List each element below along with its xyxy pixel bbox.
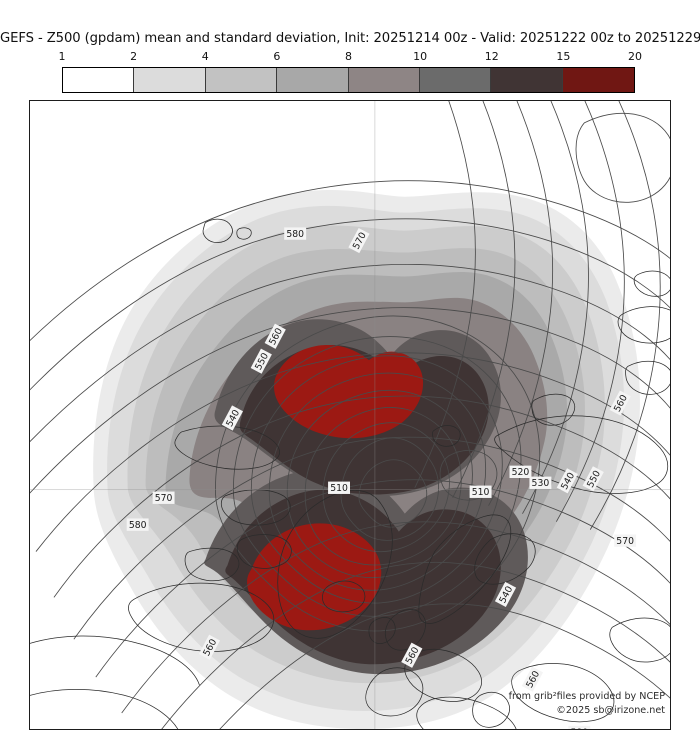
colorbar-tick-6: 6 xyxy=(273,50,281,63)
svg-text:570: 570 xyxy=(155,493,173,504)
stddev-max-north xyxy=(273,344,424,439)
credit-source: from grib²files provided by NCEP xyxy=(508,691,665,702)
contour-label: 510 xyxy=(469,485,492,498)
contour-label: 520 xyxy=(509,465,532,478)
colorbar-tick-4: 4 xyxy=(201,50,209,63)
colorbar: 1 2 4 6 8 10 12 15 20 xyxy=(0,50,700,93)
colorbar-segment-12 xyxy=(491,68,563,92)
svg-text:510: 510 xyxy=(330,483,348,494)
contour-label: 580 xyxy=(126,518,149,531)
contour-label: 580 xyxy=(284,227,307,240)
svg-text:570: 570 xyxy=(616,536,634,547)
svg-text:530: 530 xyxy=(532,478,550,489)
colorbar-ticks: 1 2 4 6 8 10 12 15 20 xyxy=(0,50,700,66)
colorbar-gradient xyxy=(62,67,635,93)
svg-text:580: 580 xyxy=(570,727,588,729)
coastlines xyxy=(30,218,670,729)
contour-label: 570 xyxy=(152,491,175,504)
contour-label: 570 xyxy=(614,534,637,547)
colorbar-segment-4 xyxy=(205,68,278,92)
colorbar-tick-12: 12 xyxy=(484,50,499,63)
colorbar-segment-8 xyxy=(348,68,420,92)
colorbar-segment-2 xyxy=(134,68,206,92)
credit-copyright: ©2025 sb@irizone.net xyxy=(556,705,665,716)
svg-text:580: 580 xyxy=(129,520,147,531)
colorbar-tick-20: 20 xyxy=(628,50,642,63)
svg-text:520: 520 xyxy=(512,467,530,478)
map-panel[interactable]: 510 510 520 530 540 550 550 560 540 540 560 560 560 5… xyxy=(29,100,671,730)
colorbar-tick-8: 8 xyxy=(345,50,352,63)
stddev-max-south xyxy=(247,523,382,631)
colorbar-segment-10 xyxy=(419,68,492,92)
contour-label: 530 xyxy=(529,476,552,489)
geopotential-contours xyxy=(30,101,670,729)
colorbar-segment-6 xyxy=(277,68,349,92)
contour-label: 580 xyxy=(568,725,591,729)
colorbar-segment-15 xyxy=(562,68,634,92)
colorbar-tick-10: 10 xyxy=(413,50,428,63)
contour-label: 510 xyxy=(328,481,350,494)
colorbar-tick-2: 2 xyxy=(130,50,138,63)
colorbar-segment-1 xyxy=(63,68,135,92)
colorbar-tick-15: 15 xyxy=(556,50,571,63)
svg-text:510: 510 xyxy=(472,487,490,498)
svg-text:580: 580 xyxy=(286,229,304,240)
page-title: GEFS - Z500 (gpdam) mean and standard de… xyxy=(0,31,700,46)
colorbar-tick-1: 1 xyxy=(58,50,66,63)
